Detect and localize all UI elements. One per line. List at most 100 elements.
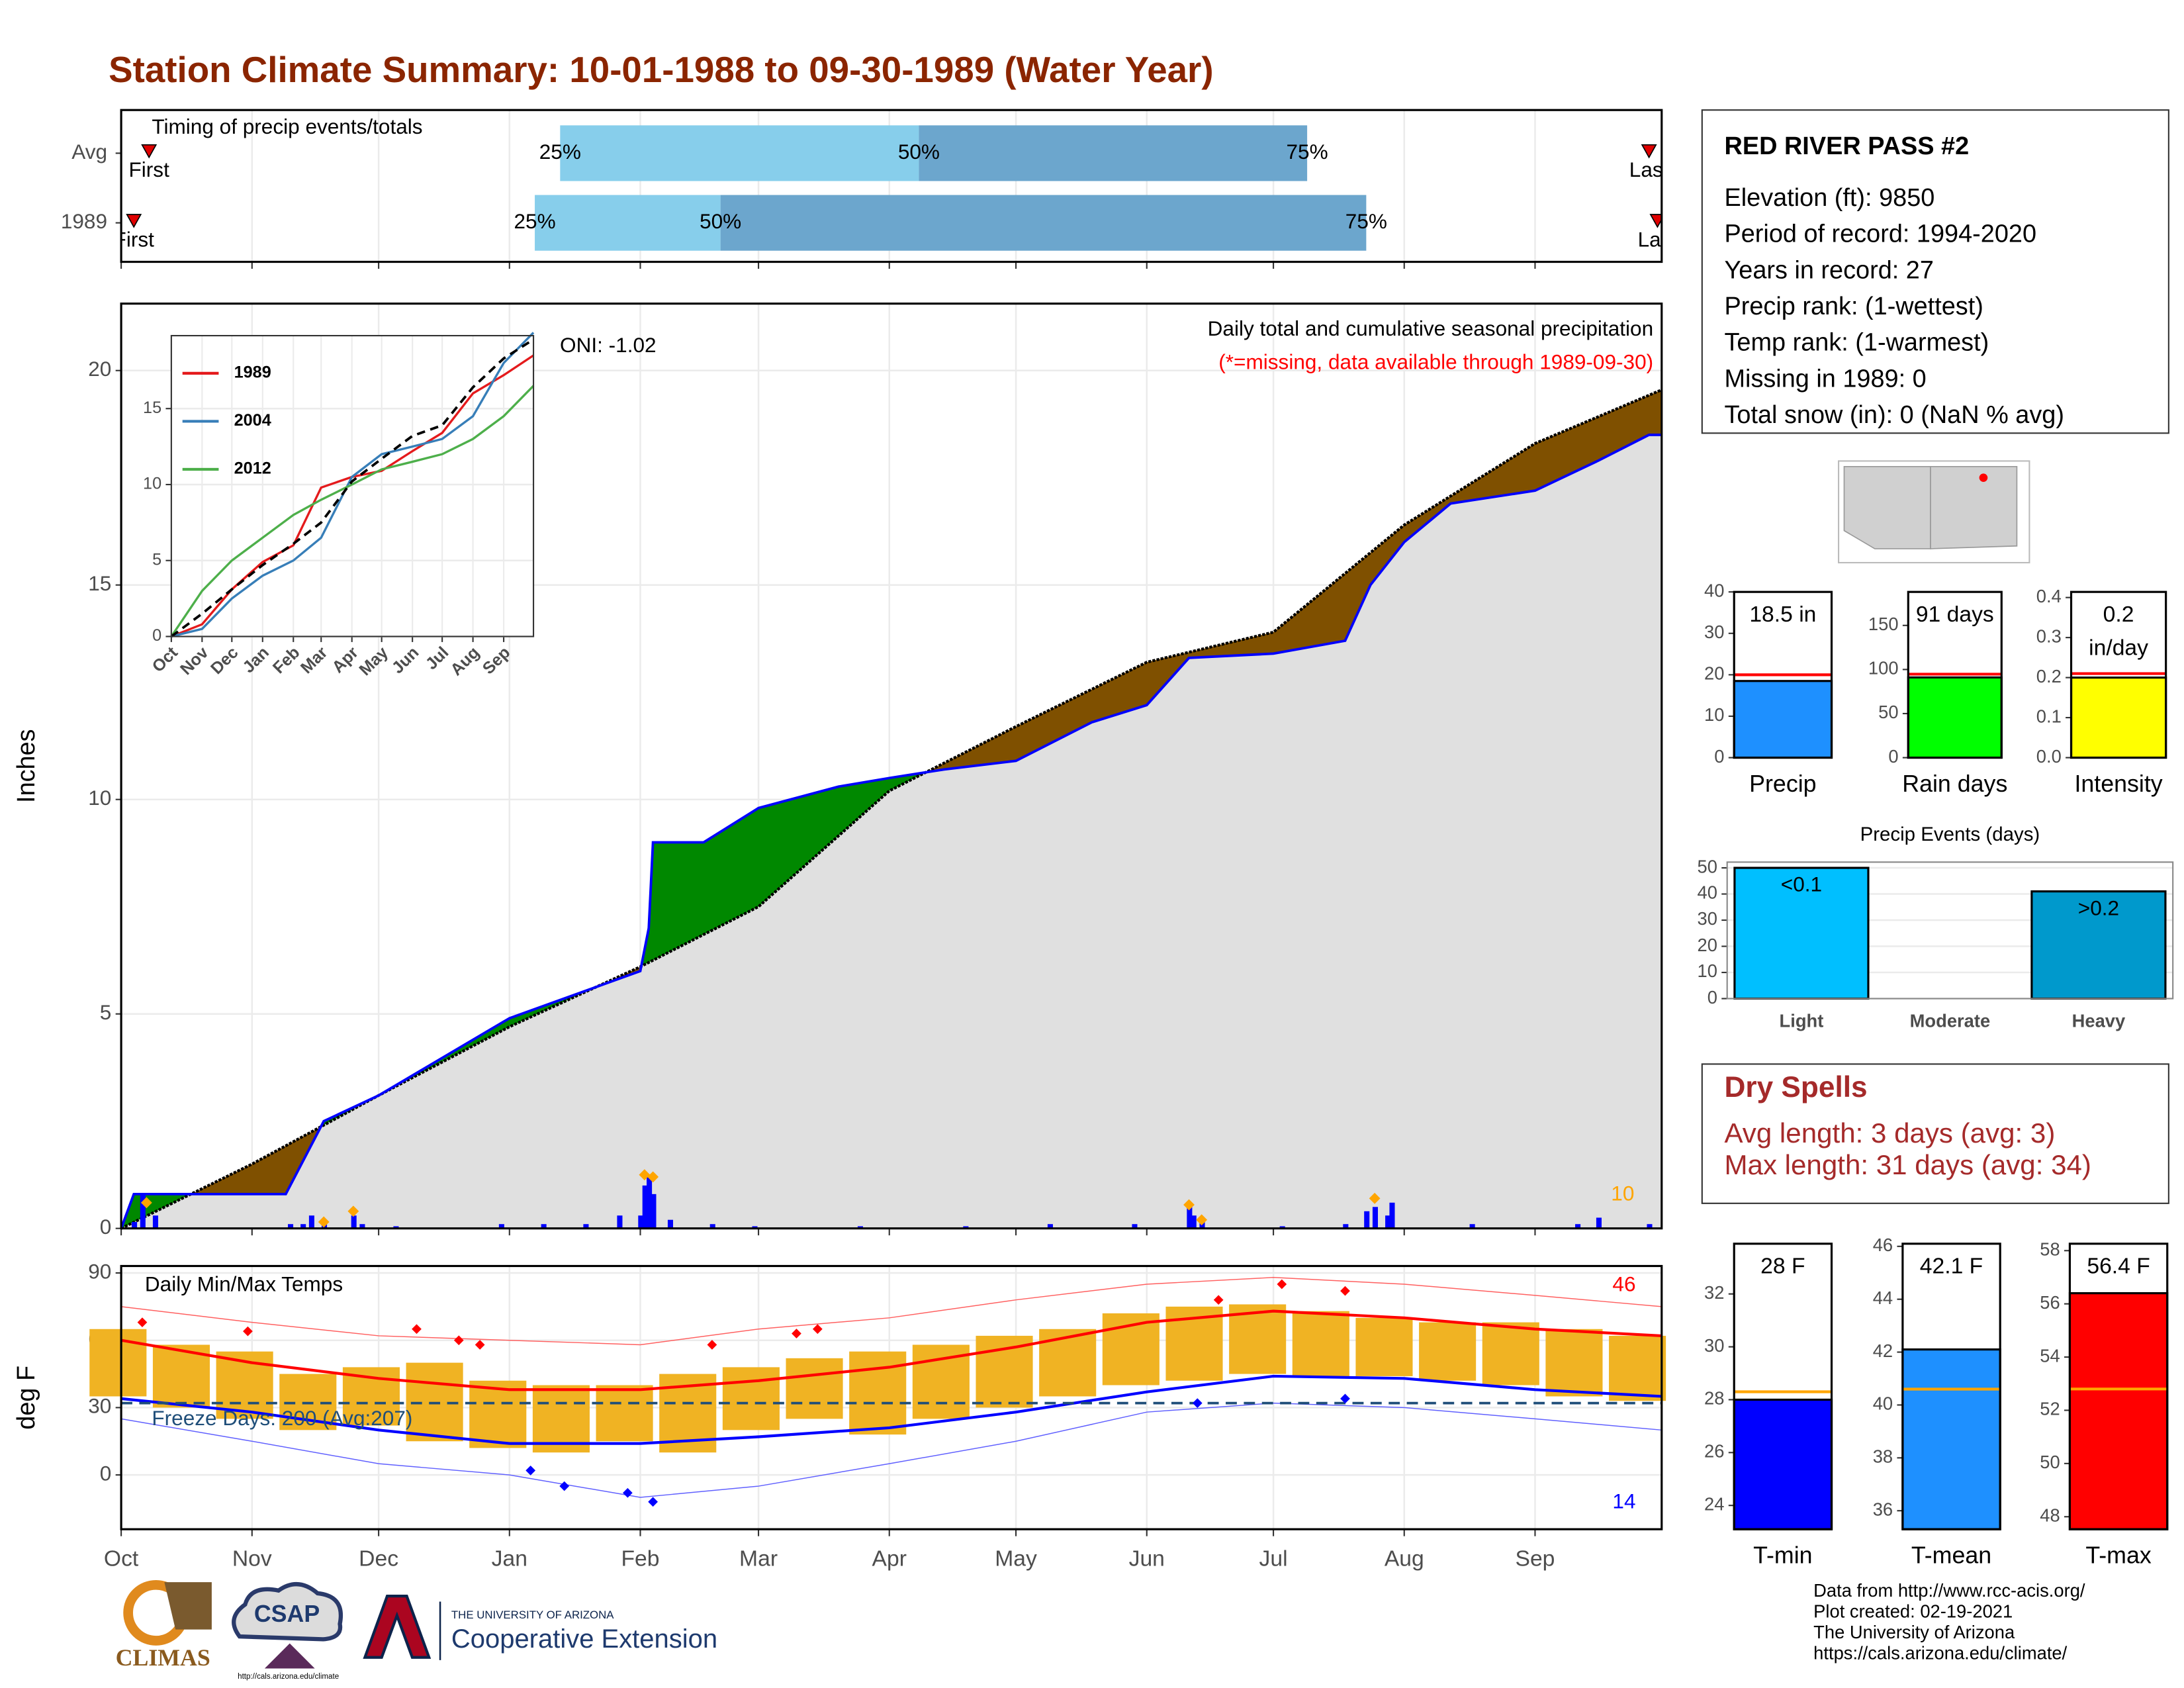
- daily-bar: [1647, 1224, 1653, 1229]
- station-box: [1701, 109, 2169, 434]
- dry-spells-box: [1701, 1063, 2169, 1204]
- avg-min-line: [120, 1374, 1662, 1445]
- y-tick-label: 20: [1698, 935, 1717, 955]
- stat-bar: [2070, 677, 2167, 759]
- y-tick-label: 5: [100, 1000, 112, 1024]
- daily-bar: [1469, 1224, 1475, 1229]
- y-tick-label: 30: [1704, 622, 1724, 642]
- hot-days-point: [1213, 1295, 1224, 1305]
- panel-note: (*=missing, data available through 1989-…: [1218, 350, 1653, 373]
- x-axis-title: Precip: [1749, 771, 1816, 797]
- daily-bar: [1575, 1224, 1581, 1229]
- daily-bar: [857, 1226, 863, 1229]
- avg-max-line: [120, 1309, 1662, 1391]
- daily-bar: [1279, 1226, 1285, 1229]
- y-tick-label: 0: [1888, 746, 1898, 767]
- quartile-label: 75%: [1287, 140, 1328, 164]
- daily-bar: [132, 1221, 138, 1229]
- x-tick-label: Aug: [1385, 1546, 1424, 1571]
- hot-days-point: [243, 1326, 253, 1336]
- temp-range-bar: [1039, 1329, 1097, 1397]
- x-axis-title: Rain days: [1902, 771, 2007, 797]
- series-line: [171, 332, 535, 638]
- y-tick-label: 48: [2040, 1505, 2060, 1525]
- temp-range-bar: [849, 1351, 907, 1435]
- y-tick-label: 30: [1704, 1335, 1724, 1356]
- climas-logo: CLIMAS: [116, 1644, 210, 1671]
- daily-bar: [287, 1224, 294, 1229]
- max-label: 10: [1611, 1182, 1634, 1205]
- page-title: Station Climate Summary: 10-01-1988 to 0…: [109, 49, 1213, 90]
- daily-bar: [393, 1226, 399, 1229]
- threshold-label: >0.2: [2078, 896, 2119, 919]
- panel-subtitle: Daily total and cumulative seasonal prec…: [1208, 316, 1653, 340]
- y-tick-label: 52: [2040, 1399, 2060, 1419]
- x-tick-label: May: [995, 1546, 1037, 1571]
- panel-title: Daily Min/Max Temps: [145, 1272, 343, 1295]
- highlight-point: [639, 1169, 651, 1181]
- daily-bar: [351, 1215, 357, 1229]
- y-tick-label: 40: [1704, 580, 1724, 600]
- value-label: 56.4 F: [2087, 1254, 2150, 1278]
- plot-frame: [120, 1264, 1663, 1530]
- y-axis-title: deg F: [13, 1366, 40, 1430]
- plot-frame: [120, 109, 1663, 263]
- plot-frame: [1726, 861, 2174, 1000]
- x-tick-label: Light: [1780, 1011, 1824, 1031]
- cold-days-point: [525, 1465, 536, 1476]
- temp-range-bar: [1355, 1317, 1413, 1376]
- stat-bar: [1733, 680, 1833, 759]
- x-tick-label: Mar: [739, 1546, 778, 1571]
- stat-bar: [1907, 676, 2003, 759]
- credit: The University of Arizona: [1813, 1622, 2015, 1642]
- x-tick-label: Jan: [492, 1546, 527, 1571]
- stat-frame: [1907, 590, 2003, 759]
- y-tick-label: 50: [1698, 856, 1717, 876]
- y-tick-label: 26: [1704, 1441, 1724, 1462]
- y-tick-label: 10: [1704, 704, 1724, 725]
- y-tick-label: 0.2: [2036, 666, 2062, 686]
- y-tick-label: 0: [100, 1215, 112, 1239]
- x-tick-label: Apr: [872, 1546, 907, 1571]
- y-tick-label: 0: [1714, 746, 1724, 767]
- quartile-label: 25%: [514, 209, 555, 233]
- daily-bar: [140, 1194, 146, 1229]
- bar: [2030, 890, 2167, 1000]
- station-line: Total snow (in): 0 (NaN % avg): [1724, 401, 2064, 429]
- event-label: Last: [1638, 227, 1678, 251]
- plot-frame: [120, 303, 1663, 1230]
- quartile-label: 50%: [700, 209, 741, 233]
- credit: Plot created: 02-19-2021: [1813, 1601, 2013, 1622]
- daily-bar: [1364, 1211, 1370, 1229]
- y-tick-label: 0: [152, 626, 161, 645]
- y-tick-label: 15: [143, 399, 161, 417]
- x-tick-label: Sep: [1516, 1546, 1555, 1571]
- daily-bar: [667, 1219, 674, 1229]
- value-label: 0.2: [2103, 602, 2134, 627]
- stat-frame: [2068, 1243, 2169, 1530]
- stat-frame: [1733, 1243, 1833, 1530]
- y-tick-label: 32: [1704, 1282, 1724, 1303]
- ua-mark: [363, 1595, 432, 1659]
- value-label: 18.5 in: [1749, 602, 1816, 627]
- x-axis-title: T-min: [1753, 1542, 1812, 1569]
- daily-bar: [308, 1215, 314, 1229]
- temp-range-bar: [786, 1358, 843, 1419]
- dry-spells-title: Dry Spells: [1724, 1071, 1867, 1103]
- y-tick-label: 28: [1704, 1388, 1724, 1409]
- station-line: Missing in 1989: 0: [1724, 365, 1926, 393]
- event-marker: [126, 214, 142, 228]
- y-tick-label: 38: [1873, 1446, 1893, 1467]
- y-tick-label: 0.4: [2036, 586, 2062, 606]
- value-label: 91 days: [1916, 602, 1994, 627]
- stat-bar: [1901, 1348, 2001, 1530]
- temp-range-bar: [1545, 1329, 1603, 1397]
- y-tick-label: 20: [1704, 663, 1724, 684]
- y-tick-label: 10: [1698, 961, 1717, 981]
- highlight-point: [1369, 1192, 1381, 1204]
- daily-bar: [300, 1224, 306, 1229]
- csap-cloud: [232, 1582, 343, 1642]
- temp-range-bar: [1292, 1311, 1349, 1376]
- temp-range-bar: [1609, 1335, 1666, 1401]
